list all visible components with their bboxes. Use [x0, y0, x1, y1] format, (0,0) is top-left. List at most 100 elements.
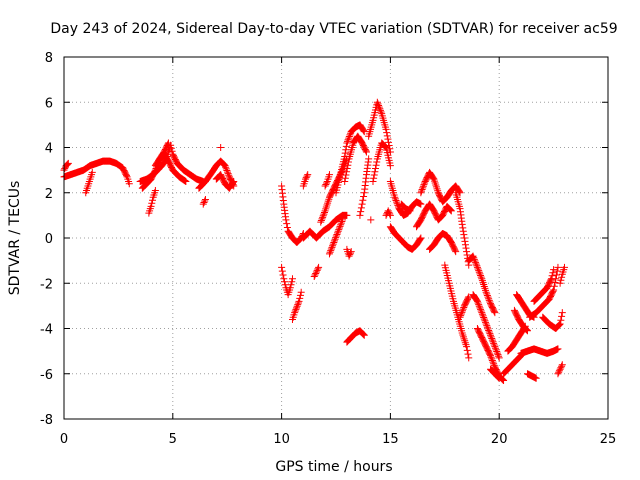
data-point: [319, 212, 327, 220]
data-point: [417, 187, 425, 195]
data-point: [281, 278, 289, 286]
data-point: [475, 267, 483, 275]
data-point: [61, 165, 69, 173]
data-point: [560, 263, 568, 271]
data-point: [294, 301, 302, 309]
data-point: [429, 174, 437, 182]
data-point: [480, 282, 488, 290]
data-point: [483, 323, 491, 331]
data-point: [495, 374, 503, 382]
data-point: [486, 330, 494, 338]
data-point: [280, 275, 288, 283]
data-point: [432, 181, 440, 189]
data-point: [553, 267, 561, 275]
data-point: [479, 279, 487, 287]
data-point: [326, 248, 334, 256]
data-point: [418, 186, 426, 194]
data-point: [325, 250, 333, 258]
data-point: [367, 216, 375, 224]
y-tick-label: 6: [45, 96, 53, 111]
data-point: [458, 220, 466, 228]
data-point: [370, 171, 378, 179]
data-point: [336, 222, 344, 230]
data-point: [548, 272, 556, 280]
data-point: [320, 210, 328, 218]
data-point: [288, 275, 296, 283]
y-tick-label: -8: [40, 413, 53, 428]
data-point: [558, 361, 566, 369]
data-point: [460, 234, 468, 242]
data-point: [459, 227, 467, 235]
data-point: [314, 265, 322, 273]
data-point: [489, 338, 497, 346]
data-point: [339, 216, 347, 224]
data-point: [491, 343, 499, 351]
data-point: [371, 165, 379, 173]
data-point: [470, 254, 478, 262]
data-point: [327, 247, 335, 255]
data-point: [549, 287, 557, 295]
data-point: [359, 330, 367, 338]
data-point: [461, 337, 469, 345]
data-point: [475, 302, 483, 310]
data-point: [330, 239, 338, 247]
data-point: [473, 262, 481, 270]
data-point: [358, 200, 366, 208]
data-point: [344, 136, 352, 144]
x-axis-label: GPS time / hours: [275, 459, 392, 475]
data-point: [312, 269, 320, 277]
data-point: [341, 177, 349, 185]
data-point: [201, 196, 209, 204]
data-point: [485, 296, 493, 304]
data-point: [459, 224, 467, 232]
data-point: [493, 349, 501, 357]
data-point: [325, 171, 333, 179]
data-point: [558, 362, 566, 370]
data-point: [483, 290, 491, 298]
data-point: [384, 135, 392, 143]
data-point: [296, 294, 304, 302]
data-point: [362, 147, 370, 155]
data-point: [292, 305, 300, 313]
data-point: [369, 177, 377, 185]
data-point: [494, 351, 502, 359]
data-point: [376, 106, 384, 114]
tick-labels: 0 5 10 15 20 25 -8 -6 -4 -2 0 2 4 6 8: [40, 51, 616, 447]
data-point: [356, 211, 364, 219]
data-point: [485, 326, 493, 334]
data-point: [327, 245, 335, 253]
data-point: [223, 166, 231, 174]
data-point: [554, 263, 562, 271]
data-point: [556, 320, 564, 328]
data-point: [217, 144, 225, 151]
data-point: [296, 291, 304, 299]
data-point: [478, 309, 486, 317]
data-point: [482, 318, 490, 326]
data-point: [294, 299, 302, 307]
data-point: [556, 365, 564, 373]
data-point: [287, 281, 295, 289]
data-point: [310, 272, 318, 280]
data-point: [225, 171, 233, 179]
data-point: [279, 271, 287, 279]
data-point: [374, 100, 382, 108]
data-point: [455, 188, 463, 196]
data-point: [417, 200, 425, 208]
data-point: [125, 180, 133, 188]
data-point: [200, 199, 208, 207]
data-point: [341, 174, 349, 182]
data-point: [557, 316, 565, 324]
data-point: [487, 353, 495, 361]
data-point: [282, 216, 290, 224]
y-tick-label: 2: [45, 187, 53, 202]
y-tick-label: 0: [45, 232, 53, 247]
data-point: [459, 307, 467, 315]
data-point: [482, 288, 490, 296]
data-point: [499, 376, 507, 384]
data-point: [553, 271, 561, 279]
data-point: [480, 314, 488, 322]
data-point: [485, 328, 493, 336]
data-point: [393, 198, 401, 206]
data-point: [433, 185, 441, 193]
data-point: [550, 286, 558, 294]
